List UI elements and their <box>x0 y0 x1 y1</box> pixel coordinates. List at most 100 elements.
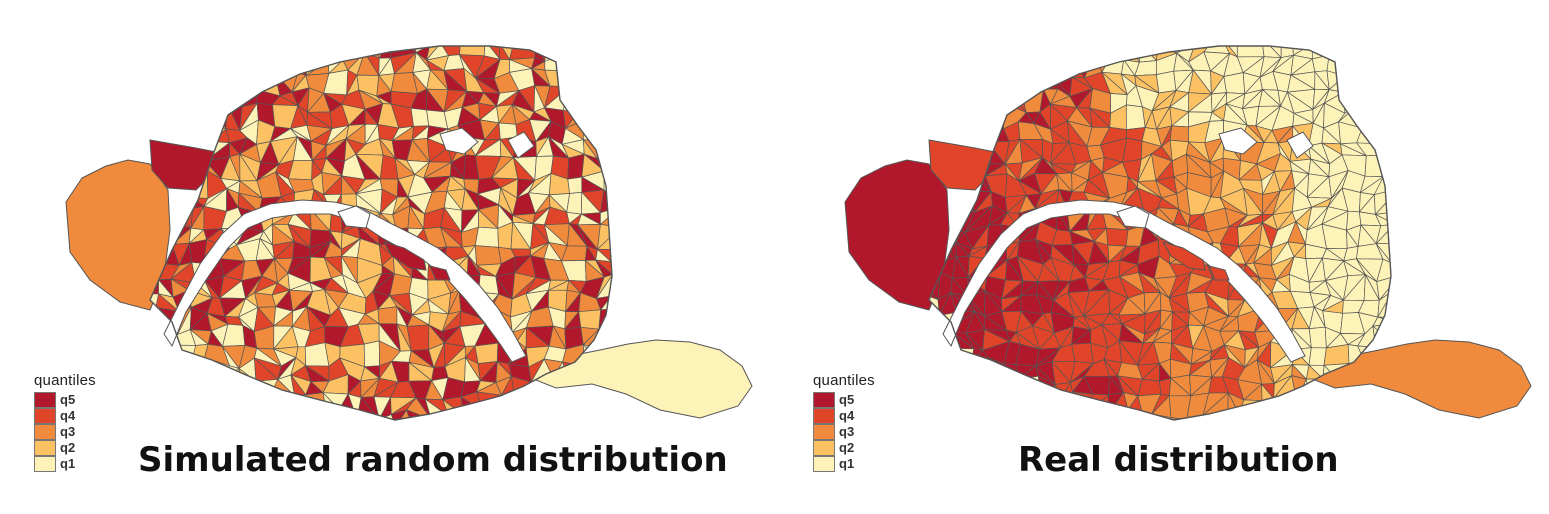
city-border <box>928 45 1392 421</box>
district-cell <box>1308 347 1327 366</box>
legend-label-q3: q3 <box>60 424 76 439</box>
district-cell <box>567 176 583 194</box>
park-hole <box>1218 127 1258 155</box>
district-cell <box>952 188 975 213</box>
bois-de-boulogne <box>844 159 950 311</box>
legend-label-q2: q2 <box>60 440 76 455</box>
legend-row-q4: q4 <box>813 408 875 424</box>
district-cell <box>474 226 499 248</box>
district-cell <box>220 92 243 107</box>
district-cell <box>566 191 583 215</box>
district-cell <box>410 107 430 127</box>
legend-label-q4: q4 <box>839 408 855 423</box>
legend-row-q3: q3 <box>34 424 96 440</box>
district-cell <box>220 86 248 108</box>
legend-title: quantiles <box>813 372 875 389</box>
legend-swatch-q3 <box>34 424 56 440</box>
seine-river <box>163 199 527 363</box>
district-cell <box>1236 46 1265 58</box>
district-cell <box>1139 46 1158 63</box>
district-cell <box>952 188 975 213</box>
map-caption-real: Real distribution <box>1018 440 1339 480</box>
map-panel-simulated: quantiles q5 q4 q3 q2 q1 Simulated rando… <box>34 45 753 480</box>
district-cell <box>988 102 1006 131</box>
bois-de-boulogne <box>65 159 171 311</box>
island <box>1161 241 1206 271</box>
district-cell <box>597 325 612 342</box>
district-cell <box>1364 154 1384 177</box>
choropleth-map-real <box>844 45 1532 421</box>
bois-de-vincennes <box>534 339 753 419</box>
legend-swatch-q5 <box>813 392 835 408</box>
legend-label-q5: q5 <box>60 392 76 407</box>
district-cell <box>1372 316 1391 327</box>
district-cell <box>296 58 312 74</box>
district-cell <box>1372 325 1391 348</box>
legend-title: quantiles <box>34 372 96 389</box>
district-cell <box>598 308 612 330</box>
island <box>382 241 427 271</box>
legend: quantiles q5 q4 q3 q2 q1 <box>34 372 96 472</box>
legend-label-q2: q2 <box>839 440 855 455</box>
legend-swatch-q3 <box>813 424 835 440</box>
legend-row-q3: q3 <box>813 424 875 440</box>
legend-label-q1: q1 <box>839 456 855 471</box>
legend-swatch-q1 <box>813 456 835 472</box>
district-cell <box>173 207 194 229</box>
island <box>1116 205 1150 229</box>
district-cell <box>984 104 1005 130</box>
legend-row-q5: q5 <box>34 392 96 408</box>
district-cell <box>1203 46 1231 54</box>
map-caption-simulated: Simulated random distribution <box>138 440 728 480</box>
district-cell <box>362 46 375 54</box>
legend-swatch-q5 <box>34 392 56 408</box>
map-panel-real: quantiles q5 q4 q3 q2 q1 Real distributi… <box>775 0 1549 514</box>
legend-swatch-q4 <box>813 408 835 424</box>
district-cell <box>1169 125 1189 143</box>
legend-label-q5: q5 <box>839 392 855 407</box>
district-cell <box>415 419 432 420</box>
district-cell <box>1159 377 1172 397</box>
district-cell <box>363 340 380 368</box>
bois-de-vincennes <box>1313 339 1532 419</box>
district-cell <box>253 357 279 382</box>
legend-row-q2: q2 <box>34 440 96 456</box>
district-cell <box>474 342 499 364</box>
district-cell <box>599 189 612 214</box>
district-cell <box>1376 258 1391 283</box>
district-cell <box>598 328 612 350</box>
island <box>429 265 451 281</box>
district-cell <box>206 103 227 130</box>
legend-row-q5: q5 <box>813 392 875 408</box>
legend-swatch-q2 <box>34 440 56 456</box>
park-hole <box>507 131 535 159</box>
legend-swatch-q4 <box>34 408 56 424</box>
district-cell <box>578 309 602 330</box>
district-cell <box>610 261 612 275</box>
district-cell <box>1125 104 1146 130</box>
legend-swatch-q2 <box>813 440 835 456</box>
park-hole <box>1286 131 1314 159</box>
district-cell <box>377 306 398 325</box>
legend-label-q1: q1 <box>60 456 76 471</box>
island <box>337 205 371 229</box>
district-cell <box>494 393 515 420</box>
legend-row-q2: q2 <box>813 440 875 456</box>
island <box>1208 265 1230 281</box>
legend-label-q4: q4 <box>60 408 76 423</box>
district-cell <box>1106 227 1129 247</box>
choropleth-map-simulated <box>65 45 753 421</box>
seine-river <box>942 199 1306 363</box>
district-cell <box>1308 326 1327 349</box>
park-hole <box>439 127 479 155</box>
legend-row-q1: q1 <box>34 456 96 472</box>
legend-swatch-q1 <box>34 456 56 472</box>
district-cell <box>1156 70 1177 94</box>
district-cell <box>210 103 228 131</box>
legend-label-q3: q3 <box>839 424 855 439</box>
districts <box>150 46 612 420</box>
district-cell <box>459 46 486 57</box>
district-cell <box>255 71 281 97</box>
district-cell <box>474 245 502 266</box>
district-cell <box>406 324 430 352</box>
